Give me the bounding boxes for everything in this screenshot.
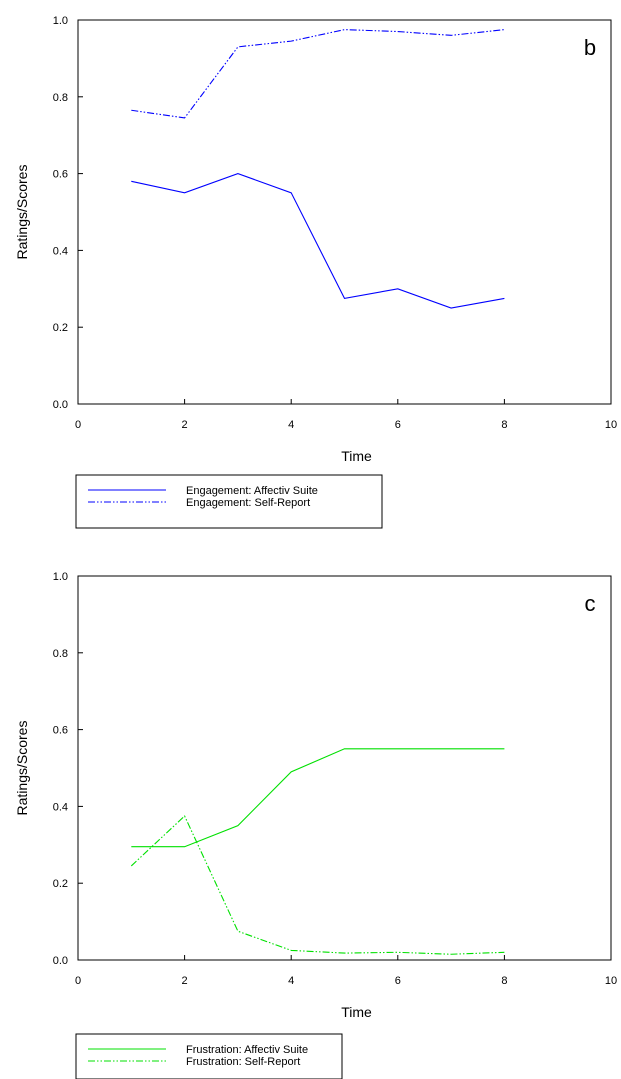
y-tick-label: 0.0	[53, 955, 68, 967]
chart-panel-c: 0.0 0.2 0.4 0.6 0.8 1.0 0 2 4 6 8 10 Time Ratings/Sco…	[14, 571, 617, 1079]
x-tick-label: 4	[288, 419, 294, 431]
y-tick-label: 0.4	[53, 801, 68, 813]
legend: Frustration: Affectiv SuiteFrustration: …	[75, 1033, 343, 1079]
series-line-2	[131, 29, 505, 119]
plot-frame	[77, 19, 612, 405]
y-tick-label: 0.8	[53, 92, 68, 104]
legend-entry-label: Frustration: Affectiv Suite	[186, 1044, 308, 1056]
x-tick-label: 8	[501, 975, 507, 987]
x-tick-label: 6	[395, 975, 401, 987]
panel-label: c	[585, 591, 596, 616]
y-tick-label: 0.0	[53, 399, 68, 411]
y-tick-label: 0.2	[53, 878, 68, 890]
y-tick-label: 0.8	[53, 648, 68, 660]
x-tick-label: 10	[605, 419, 617, 431]
x-tick-label: 0	[75, 975, 81, 987]
x-tick-label: 4	[288, 975, 294, 987]
panel-label: b	[584, 35, 596, 60]
y-axis-title: Ratings/Scores	[14, 165, 30, 260]
y-axis-title: Ratings/Scores	[14, 721, 30, 816]
chart-panel-b: 0.0 0.2 0.4 0.6 0.8 1.0 0 2 4 6 8 10 Time Ratings/Sco…	[14, 15, 617, 529]
y-tick-label: 0.2	[53, 322, 68, 334]
x-tick-label: 6	[395, 419, 401, 431]
y-tick-label: 0.6	[53, 169, 68, 181]
legend-entry-label: Engagement: Affectiv Suite	[186, 485, 318, 497]
x-tick-label: 2	[182, 975, 188, 987]
series-line-2	[130, 815, 505, 955]
x-axis-title: Time	[341, 448, 372, 464]
y-tick-label: 1.0	[53, 15, 68, 27]
y-tick-label: 0.4	[53, 245, 68, 257]
legend-entry-label: Engagement: Self-Report	[186, 497, 310, 509]
plot-frame	[77, 575, 612, 961]
series-line-1	[131, 748, 505, 848]
x-tick-label: 2	[182, 419, 188, 431]
x-tick-label: 0	[75, 419, 81, 431]
y-tick-label: 1.0	[53, 571, 68, 583]
y-tick-label: 0.6	[53, 725, 68, 737]
legend-entry-label: Frustration: Self-Report	[186, 1056, 300, 1068]
x-tick-label: 10	[605, 975, 617, 987]
series-line-1	[131, 173, 505, 309]
x-tick-label: 8	[501, 419, 507, 431]
x-axis-title: Time	[341, 1004, 372, 1020]
legend-box	[75, 1033, 343, 1079]
